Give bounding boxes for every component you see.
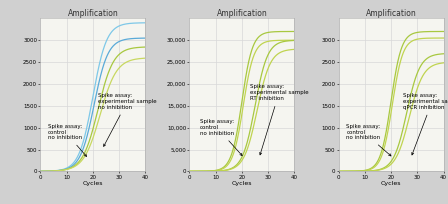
Text: Spike assay:
control
no inhibition: Spike assay: control no inhibition — [200, 119, 242, 156]
Title: Amplification: Amplification — [68, 9, 118, 18]
Text: Spike assay:
control
no inhibition: Spike assay: control no inhibition — [48, 124, 86, 156]
Title: Amplification: Amplification — [366, 9, 416, 18]
Text: Spike assay:
control
no inhibition: Spike assay: control no inhibition — [346, 124, 391, 156]
Title: Amplification: Amplification — [216, 9, 267, 18]
X-axis label: Cycles: Cycles — [82, 181, 103, 186]
X-axis label: Cycles: Cycles — [381, 181, 401, 186]
Text: Spike assay:
experimental sample
no inhibition: Spike assay: experimental sample no inhi… — [98, 93, 157, 146]
X-axis label: Cycles: Cycles — [232, 181, 252, 186]
Text: Spike assay:
experimental sample
qPCR inhibition: Spike assay: experimental sample qPCR in… — [403, 93, 448, 155]
Text: Spike assay:
experimental sample
RT inhibition: Spike assay: experimental sample RT inhi… — [250, 84, 308, 155]
